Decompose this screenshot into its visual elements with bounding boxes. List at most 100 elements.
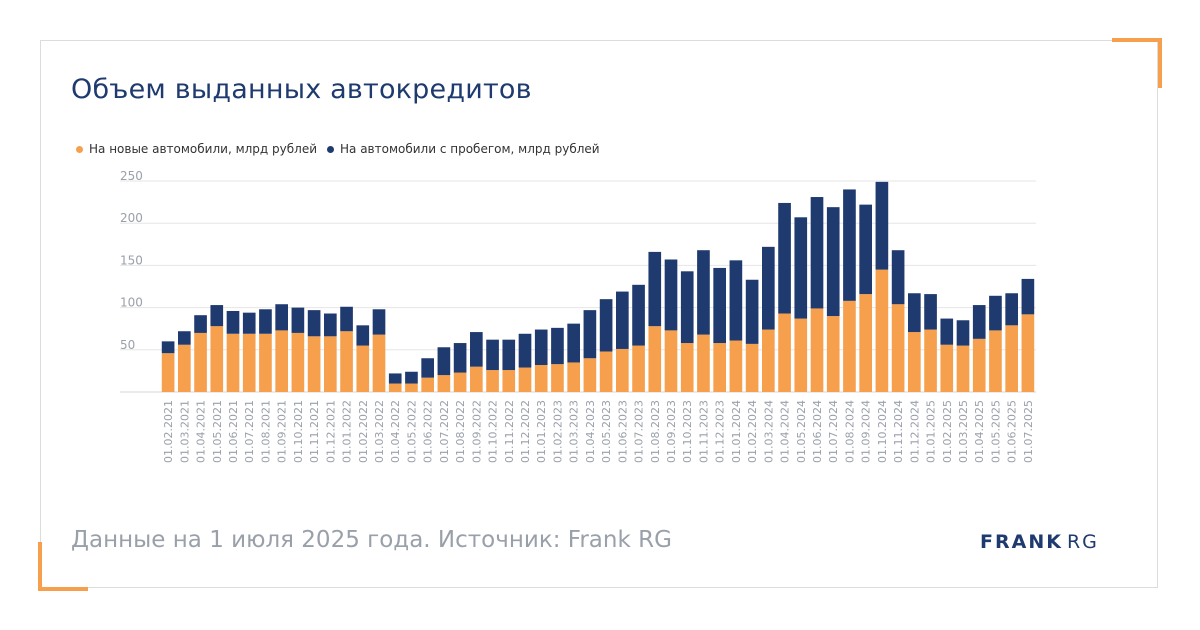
bar-new-cars: [194, 332, 207, 392]
x-tick-label: 01.02.2021: [162, 400, 175, 463]
bar-new-cars: [778, 313, 791, 392]
x-tick-label: 01.05.2021: [211, 400, 224, 463]
bar-used-cars: [486, 339, 499, 371]
x-tick-label: 01.07.2025: [1022, 400, 1035, 463]
bar-new-cars: [583, 358, 597, 392]
x-tick-label: 01.09.2024: [860, 400, 873, 463]
bar-used-cars: [697, 250, 710, 335]
legend-marker-used-cars: [327, 145, 334, 153]
bar-new-cars: [680, 343, 694, 392]
bar-used-cars: [956, 320, 970, 346]
bar-new-cars: [502, 370, 516, 392]
bar-new-cars: [810, 308, 824, 392]
x-tick-label: 01.01.2025: [925, 400, 938, 463]
y-tick-label: 200: [120, 211, 143, 225]
bar-new-cars: [972, 338, 986, 392]
bar-used-cars: [567, 323, 580, 363]
bar-used-cars: [632, 284, 645, 346]
bar-used-cars: [275, 304, 288, 331]
bar-new-cars: [745, 343, 759, 392]
bar-new-cars: [648, 326, 662, 392]
bar-new-cars: [908, 332, 921, 392]
bar-new-cars: [616, 348, 629, 392]
bar-new-cars: [275, 330, 288, 392]
bar-used-cars: [972, 305, 986, 339]
brand-logo: FRANK RG: [980, 531, 1099, 553]
x-tick-label: 01.07.2023: [633, 400, 646, 463]
bar-used-cars: [940, 318, 954, 345]
bar-used-cars: [924, 294, 937, 330]
bar-used-cars: [534, 329, 548, 365]
legend-item-new-cars: На новые автомобили, млрд рублей: [76, 142, 317, 156]
bar-used-cars: [762, 246, 775, 330]
logo-text-bold: FRANK: [980, 531, 1063, 553]
bar-new-cars: [875, 269, 889, 392]
bar-used-cars: [340, 306, 353, 332]
bar-new-cars: [486, 370, 499, 392]
bar-used-cars: [388, 373, 402, 384]
bar-used-cars: [210, 305, 224, 327]
y-tick-label: 250: [120, 169, 143, 183]
x-tick-label: 01.09.2023: [665, 400, 678, 463]
bar-used-cars: [178, 331, 191, 345]
bar-used-cars: [405, 371, 418, 384]
bar-new-cars: [421, 377, 434, 392]
x-tick-label: 01.06.2025: [1006, 400, 1019, 463]
x-tick-label: 01.05.2024: [795, 400, 808, 463]
x-tick-label: 01.10.2021: [292, 400, 305, 463]
bar-used-cars: [356, 325, 370, 346]
bar-new-cars: [697, 334, 710, 392]
x-tick-label: 01.12.2021: [324, 400, 337, 463]
bar-new-cars: [1005, 325, 1018, 392]
corner-accent-bottom-left: [38, 587, 88, 591]
bar-new-cars: [713, 343, 726, 392]
x-tick-label: 01.11.2023: [697, 400, 710, 463]
bar-used-cars: [891, 250, 905, 305]
bar-new-cars: [859, 294, 872, 392]
x-tick-label: 01.12.2024: [908, 400, 921, 463]
bar-new-cars: [794, 318, 808, 392]
bar-used-cars: [470, 332, 483, 367]
bar-used-cars: [291, 307, 305, 333]
bar-new-cars: [599, 351, 613, 392]
x-tick-label: 01.02.2024: [746, 400, 759, 463]
x-tick-label: 01.03.2024: [762, 400, 775, 463]
bar-used-cars: [664, 259, 678, 331]
x-tick-label: 01.01.2023: [535, 400, 548, 463]
bar-new-cars: [178, 344, 191, 392]
bar-new-cars: [956, 345, 970, 392]
bar-used-cars: [648, 251, 662, 327]
bar-used-cars: [875, 181, 889, 270]
bar-used-cars: [599, 299, 613, 352]
bar-new-cars: [470, 366, 483, 392]
x-tick-label: 01.09.2021: [276, 400, 289, 463]
bar-new-cars: [567, 362, 580, 392]
bar-new-cars: [551, 364, 564, 392]
bar-used-cars: [794, 217, 808, 319]
bar-used-cars: [551, 327, 564, 365]
bar-used-cars: [810, 197, 824, 309]
x-tick-label: 01.08.2021: [259, 400, 272, 463]
bar-new-cars: [729, 340, 743, 392]
bar-new-cars: [940, 344, 954, 392]
x-tick-label: 01.03.2022: [373, 400, 386, 463]
legend-label-new-cars: На новые автомобили, млрд рублей: [89, 142, 317, 156]
x-tick-label: 01.10.2023: [681, 400, 694, 463]
x-tick-label: 01.06.2021: [227, 400, 240, 463]
x-tick-label: 01.06.2023: [616, 400, 629, 463]
bar-used-cars: [843, 189, 856, 301]
legend-label-used-cars: На автомобили с пробегом, млрд рублей: [340, 142, 600, 156]
bar-used-cars: [713, 267, 726, 344]
bar-new-cars: [518, 367, 532, 392]
x-tick-label: 01.08.2024: [843, 400, 856, 463]
bar-new-cars: [324, 336, 337, 392]
bar-used-cars: [502, 339, 516, 371]
bar-used-cars: [729, 260, 743, 341]
bar-new-cars: [989, 330, 1002, 392]
x-tick-label: 01.01.2024: [730, 400, 743, 463]
bar-used-cars: [745, 279, 759, 344]
logo-text-light: RG: [1066, 531, 1099, 553]
bar-used-cars: [242, 312, 256, 334]
bar-new-cars: [259, 333, 272, 392]
bar-new-cars: [210, 326, 224, 392]
